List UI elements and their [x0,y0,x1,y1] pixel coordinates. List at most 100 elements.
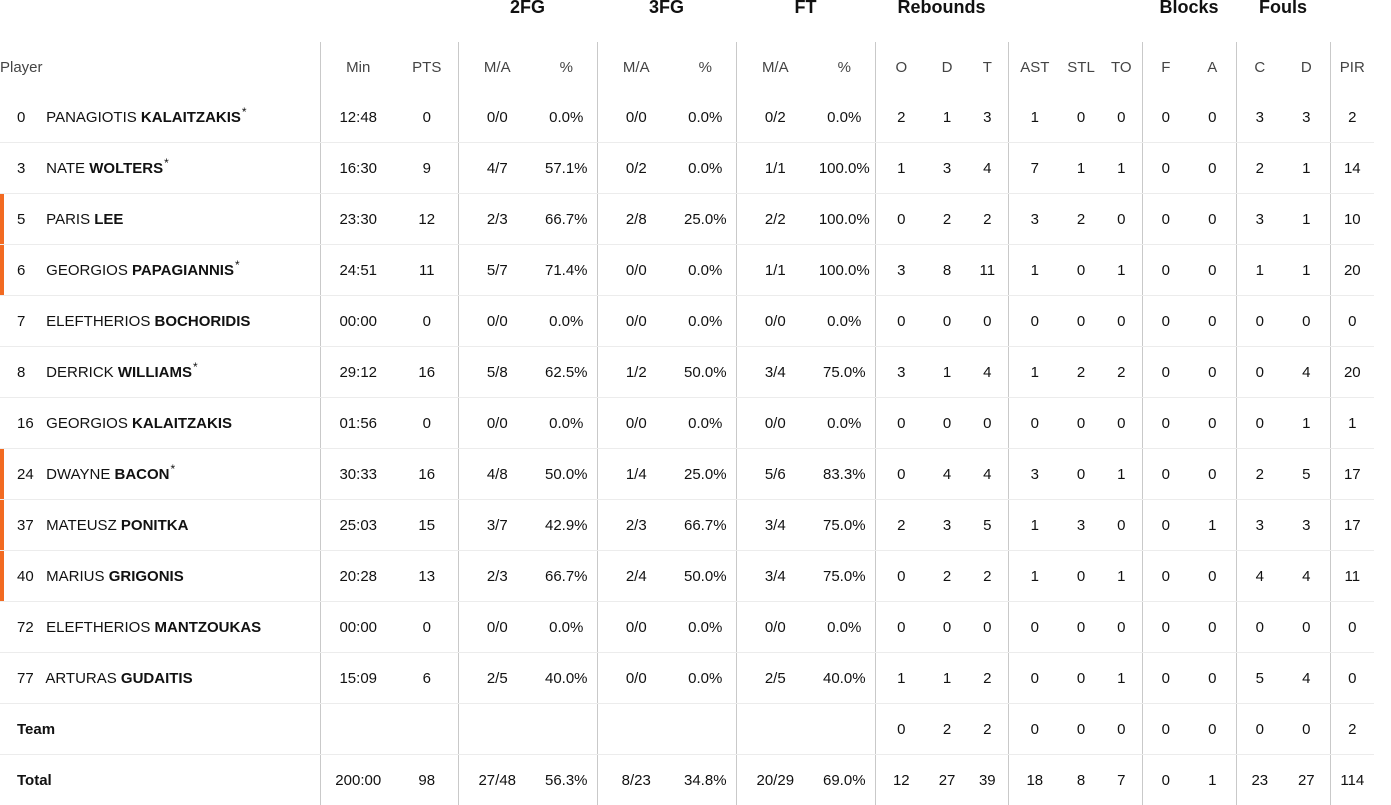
column-header-2fg-pct[interactable]: % [536,42,597,92]
cell-ast: 0 [1008,296,1061,347]
cell-to: 1 [1101,449,1142,500]
cell-3fg-ma: 0/0 [597,398,675,449]
player-first-name: ARTURAS [45,670,116,687]
cell-foul-d: 3 [1283,92,1330,143]
column-header-pir[interactable]: PIR [1330,42,1374,92]
cell-ast: 1 [1008,347,1061,398]
cell-stl: 8 [1061,755,1101,805]
cell-ft-pct: 69.0% [814,755,875,805]
cell-stl: 3 [1061,500,1101,551]
cell-reb-d: 3 [927,500,967,551]
player-cell[interactable]: 72 ELEFTHERIOS MANTZOUKAS [0,602,320,653]
cell-min: 16:30 [320,143,396,194]
column-header-ast[interactable]: AST [1008,42,1061,92]
cell-foul-d: 4 [1283,653,1330,704]
cell-ft-ma: 3/4 [736,500,814,551]
column-header-blk-a[interactable]: A [1189,42,1236,92]
player-last-name[interactable]: MANTZOUKAS [155,619,262,636]
column-header-blk-f[interactable]: F [1142,42,1189,92]
cell-pir: 2 [1330,92,1374,143]
cell-reb-t: 2 [967,653,1008,704]
player-cell[interactable]: 24 DWAYNE BACON* [0,449,320,500]
cell-foul-c: 23 [1236,755,1283,805]
cell-foul-d: 1 [1283,143,1330,194]
column-header-player[interactable]: Player [0,42,320,92]
cell-3fg-ma: 0/0 [597,602,675,653]
player-cell[interactable]: 8 DERRICK WILLIAMS* [0,347,320,398]
cell-3fg-ma: 0/0 [597,296,675,347]
player-last-name[interactable]: WOLTERS [89,160,163,177]
column-header-foul-c[interactable]: C [1236,42,1283,92]
column-header-reb-d[interactable]: D [927,42,967,92]
player-cell[interactable]: 0 PANAGIOTIS KALAITZAKIS* [0,92,320,143]
cell-ft-ma: 2/2 [736,194,814,245]
player-last-name[interactable]: PONITKA [121,517,189,534]
player-row: 6 GEORGIOS PAPAGIANNIS* 24:51 11 5/7 71.… [0,245,1374,296]
cell-blk-f: 0 [1142,653,1189,704]
player-last-name[interactable]: BACON [115,466,170,483]
player-last-name[interactable]: KALAITZAKIS [132,415,232,432]
player-last-name[interactable]: PAPAGIANNIS [132,262,234,279]
player-cell[interactable]: 77 ARTURAS GUDAITIS [0,653,320,704]
column-header-2fg-ma[interactable]: M/A [458,42,536,92]
column-header-to[interactable]: TO [1101,42,1142,92]
cell-3fg-pct: 50.0% [675,551,736,602]
player-last-name[interactable]: LEE [94,211,123,228]
column-header-foul-d[interactable]: D [1283,42,1330,92]
cell-blk-f: 0 [1142,92,1189,143]
player-cell[interactable]: 37 MATEUSZ PONITKA [0,500,320,551]
player-cell[interactable]: 5 PARIS LEE [0,194,320,245]
cell-reb-t: 4 [967,347,1008,398]
cell-pir: 17 [1330,449,1374,500]
column-header-min[interactable]: Min [320,42,396,92]
player-last-name[interactable]: GRIGONIS [109,568,184,585]
group-header-3fg: 3FG [597,0,736,28]
column-header-ft-ma[interactable]: M/A [736,42,814,92]
starter-asterisk: * [242,105,247,119]
column-header-stl[interactable]: STL [1061,42,1101,92]
cell-3fg-ma: 0/2 [597,143,675,194]
player-cell[interactable]: 7 ELEFTHERIOS BOCHORIDIS [0,296,320,347]
cell-pts: 13 [396,551,458,602]
cell-reb-t: 39 [967,755,1008,805]
player-first-name: GEORGIOS [46,262,128,279]
cell-foul-d: 1 [1283,398,1330,449]
cell-reb-o: 1 [875,143,927,194]
player-cell[interactable]: 6 GEORGIOS PAPAGIANNIS* [0,245,320,296]
player-last-name[interactable]: GUDAITIS [121,670,193,687]
cell-blk-a: 0 [1189,194,1236,245]
cell-pts: 15 [396,500,458,551]
cell-to: 1 [1101,551,1142,602]
cell-ast: 3 [1008,449,1061,500]
cell-3fg-ma: 1/2 [597,347,675,398]
player-cell[interactable]: 16 GEORGIOS KALAITZAKIS [0,398,320,449]
player-last-name[interactable]: WILLIAMS [118,364,192,381]
cell-3fg-ma: 2/3 [597,500,675,551]
cell-blk-a: 0 [1189,398,1236,449]
cell-pir: 0 [1330,653,1374,704]
player-last-name[interactable]: KALAITZAKIS [141,109,241,126]
cell-pir: 14 [1330,143,1374,194]
cell-foul-d: 4 [1283,347,1330,398]
cell-pts: 16 [396,347,458,398]
player-cell[interactable]: 40 MARIUS GRIGONIS [0,551,320,602]
column-header-ft-pct[interactable]: % [814,42,875,92]
column-header-3fg-pct[interactable]: % [675,42,736,92]
column-header-3fg-ma[interactable]: M/A [597,42,675,92]
cell-reb-d: 8 [927,245,967,296]
column-header-pts[interactable]: PTS [396,42,458,92]
player-number: 3 [0,160,42,177]
cell-blk-a: 0 [1189,92,1236,143]
player-cell[interactable]: 3 NATE WOLTERS* [0,143,320,194]
player-last-name[interactable]: BOCHORIDIS [155,313,251,330]
cell-2fg-pct: 71.4% [536,245,597,296]
column-header-reb-o[interactable]: O [875,42,927,92]
cell-reb-d: 1 [927,653,967,704]
column-header-reb-t[interactable]: T [967,42,1008,92]
cell-stl: 1 [1061,143,1101,194]
cell-2fg-pct: 0.0% [536,398,597,449]
player-row: 7 ELEFTHERIOS BOCHORIDIS 00:00 0 0/0 0.0… [0,296,1374,347]
cell-foul-d: 1 [1283,245,1330,296]
player-number: 0 [0,109,42,126]
cell-2fg-pct: 57.1% [536,143,597,194]
